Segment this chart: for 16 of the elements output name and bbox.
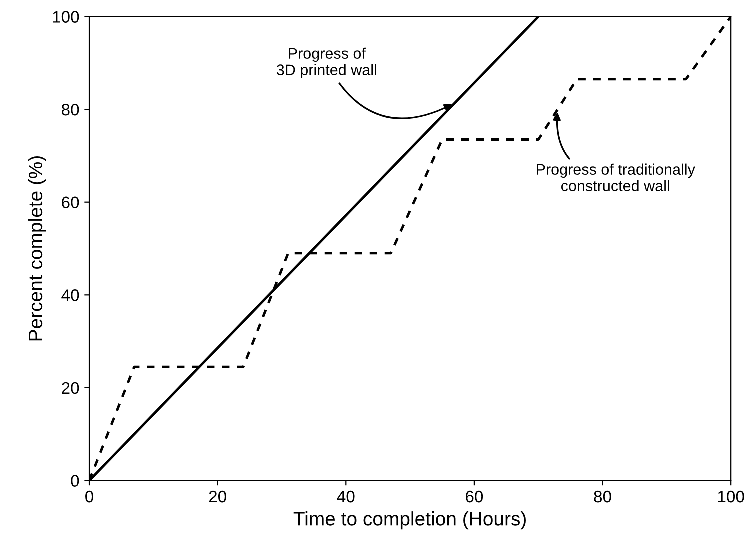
x-tick-label: 60 — [466, 490, 484, 503]
y-tick-label: 0 — [71, 475, 80, 487]
y-tick-label: 60 — [62, 196, 80, 209]
annotation: Progress of 3D printed wall — [276, 48, 376, 79]
y-tick-label: 80 — [62, 104, 80, 116]
x-tick-label: 20 — [209, 490, 226, 503]
x-tick-label: 40 — [337, 490, 355, 503]
x-tick-label: 100 — [718, 490, 744, 503]
annotation: Progress of traditionally constructed wall — [537, 164, 696, 192]
y-tick-label: 20 — [62, 382, 80, 394]
y-tick-label: 40 — [62, 290, 80, 302]
x-axis-title: Time to completion (Hours) — [294, 512, 526, 530]
x-tick-label: 0 — [86, 490, 94, 503]
y-axis-title: Percent complete (%) — [28, 156, 46, 341]
y-tick-label: 100 — [53, 11, 80, 23]
x-tick-label: 80 — [594, 490, 612, 503]
